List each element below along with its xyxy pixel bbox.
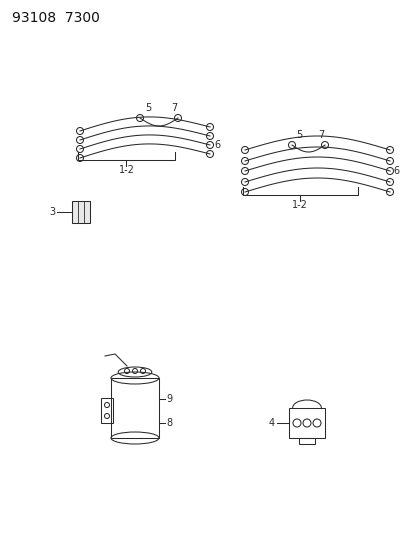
Text: 1-2: 1-2 xyxy=(119,165,135,175)
Text: 6: 6 xyxy=(214,140,220,150)
Text: 9: 9 xyxy=(166,394,172,404)
Text: 6: 6 xyxy=(392,166,398,176)
Bar xyxy=(111,378,159,438)
Text: 1-2: 1-2 xyxy=(291,200,307,210)
Bar xyxy=(298,438,314,444)
Bar xyxy=(72,201,90,223)
Text: 4: 4 xyxy=(268,418,274,428)
Text: 93108  7300: 93108 7300 xyxy=(12,11,100,25)
Text: 3: 3 xyxy=(49,207,55,217)
Text: 8: 8 xyxy=(166,418,172,428)
Text: 7: 7 xyxy=(317,130,323,140)
Text: 7: 7 xyxy=(171,103,177,113)
Bar xyxy=(288,408,324,438)
Text: 5: 5 xyxy=(145,103,151,113)
Text: 5: 5 xyxy=(295,130,301,140)
Bar xyxy=(101,398,113,423)
